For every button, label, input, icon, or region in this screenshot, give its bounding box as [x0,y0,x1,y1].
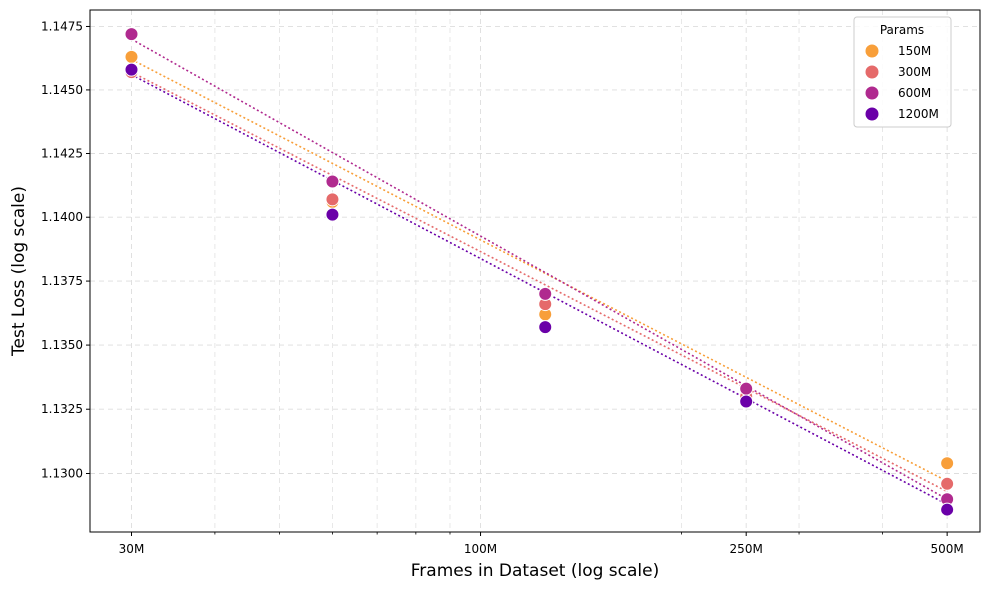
legend-title: Params [880,23,924,37]
legend-marker-600m [864,85,880,101]
legend-label-600m: 600M [898,86,931,100]
x-tick-label: 30M [119,542,145,556]
data-point-600m [325,174,340,189]
y-tick-label: 1.1450 [41,83,83,97]
y-tick-label: 1.1325 [41,402,83,416]
data-point-1200m [739,394,754,409]
y-tick-label: 1.1350 [41,338,83,352]
y-tick-label: 1.1475 [41,19,83,33]
plot-area-frame [89,9,981,533]
y-tick-label: 1.1300 [41,467,83,481]
legend-marker-300m [864,64,880,80]
fit-line-300m [131,71,948,493]
data-point-1200m [538,320,553,335]
y-tick-label: 1.1375 [41,274,83,288]
x-tick-label: 100M [464,542,497,556]
data-point-1200m [124,62,139,77]
data-point-150m [124,49,139,64]
data-point-150m [940,456,955,471]
data-points [124,27,955,517]
x-axis-label: Frames in Dataset (log scale) [411,561,660,581]
fit-line-600m [131,38,948,500]
legend-marker-1200m [864,106,880,122]
legend-items: 150M 300M 600M 1200M [864,43,939,122]
axis-ticks: 30M 100M 250M 500M 1.1300 1.1325 1.1350 1.1375 1… [41,19,964,556]
data-point-600m [538,286,553,301]
y-axis-label: Test Loss (log scale) [9,186,29,357]
legend-box [853,16,952,128]
y-tick-label: 1.1425 [41,146,83,160]
fit-lines [131,38,948,506]
legend-label-1200m: 1200M [898,107,939,121]
data-point-600m [124,27,139,42]
data-point-1200m [325,207,340,222]
legend: Params 150M 300M 600M 1200M [853,16,952,128]
data-point-600m [739,381,754,396]
legend-marker-150m [864,43,880,59]
data-point-300m [325,192,340,207]
legend-label-150m: 150M [898,44,931,58]
x-tick-label: 500M [931,542,964,556]
y-tick-label: 1.1400 [41,210,83,224]
grid-layer [90,10,980,532]
data-point-300m [940,476,955,491]
fit-line-1200m [131,73,948,506]
x-tick-label: 250M [730,542,763,556]
legend-label-300m: 300M [898,65,931,79]
fit-line-150m [131,58,948,482]
data-point-1200m [940,502,955,517]
